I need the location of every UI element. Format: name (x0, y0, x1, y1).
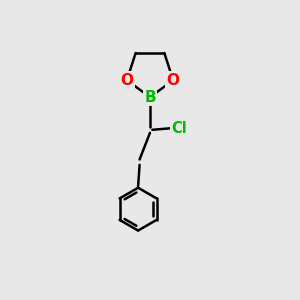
Text: O: O (167, 73, 180, 88)
Text: O: O (120, 73, 133, 88)
Text: B: B (144, 90, 156, 105)
Text: Cl: Cl (171, 121, 187, 136)
